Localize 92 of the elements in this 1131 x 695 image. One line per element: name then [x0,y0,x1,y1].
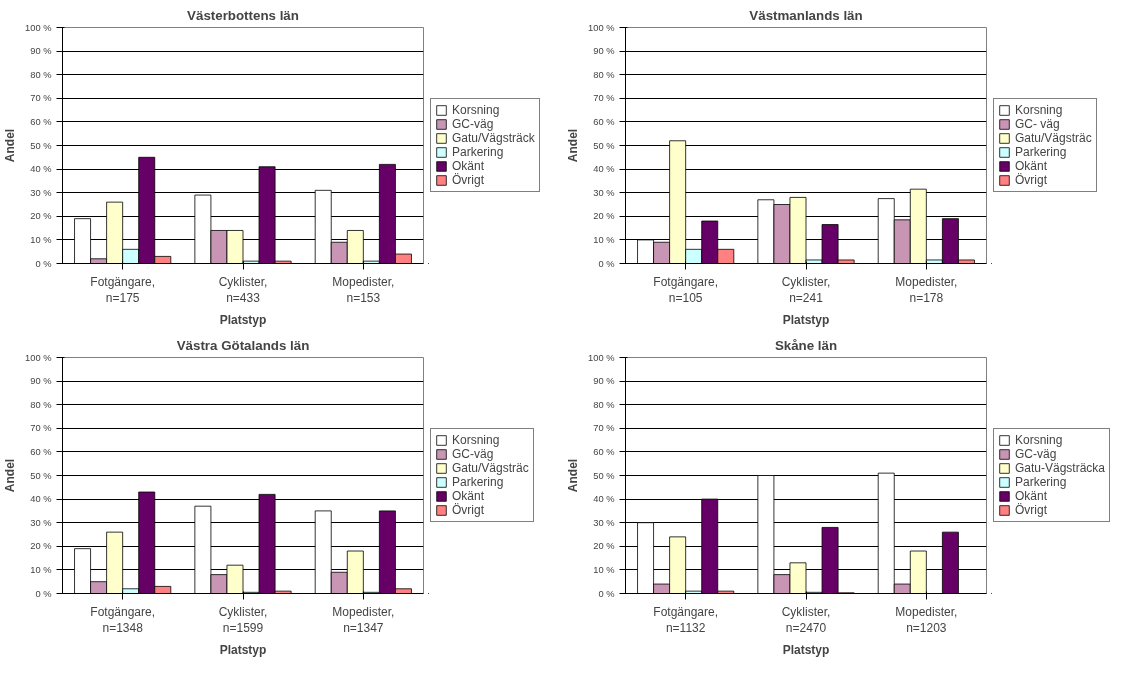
legend-label: Övrigt [1015,503,1048,517]
y-tick-label: 60 % [30,116,52,127]
legend-label: GC-väg [452,447,494,461]
legend-label: Övrigt [1015,173,1048,187]
legend-label: Okänt [452,489,485,503]
x-tick-label: Fotgängare, n=105 [653,274,719,306]
x-tick-label: Mopedister, n=178 [895,274,958,306]
y-tick-label: 90 % [30,376,52,387]
y-tick-label: 60 % [593,446,615,457]
y-tick-label: 100 % [25,22,52,33]
y-tick-label: 90 % [30,46,52,57]
legend-label: Okänt [1015,489,1048,503]
y-tick-label: 50 % [30,140,52,151]
y-tick-label: 0 % [598,588,615,599]
legend-label: Gatu/Vägsträc [1015,131,1092,145]
y-tick-label: 80 % [30,69,52,80]
y-tick-label: 100 % [588,352,615,363]
y-tick-label: 70 % [593,423,615,434]
y-tick-label: 30 % [30,517,52,528]
y-tick-label: 0 % [35,258,52,269]
x-tick-label: Fotgängare, n=175 [90,274,156,306]
y-tick-label: 20 % [30,211,52,222]
legend-label: Gatu-Vägsträcka [1015,461,1106,475]
legend-label: GC- väg [1015,117,1060,131]
legend-label: Korsning [1015,433,1063,447]
y-tick-label: 80 % [30,399,52,410]
legend-label: GC-väg [452,117,494,131]
y-tick-label: 40 % [30,494,52,505]
y-tick-label: 80 % [593,69,615,80]
y-tick-label: 20 % [593,211,615,222]
y-tick-label: 30 % [593,187,615,198]
y-tick-label: 50 % [30,470,52,481]
legend-label: Gatu/Vägsträck [452,131,535,145]
x-tick-label: Cyklister, n=241 [781,274,831,306]
x-axis-title: Platstyp [782,643,830,658]
y-tick-label: 20 % [593,541,615,552]
y-tick-label: 20 % [30,541,52,552]
y-tick-label: 50 % [593,140,615,151]
chart-title: Västmanlands län [749,7,863,23]
legend-label: Gatu/Vägsträc [452,461,529,475]
x-tick-label: Mopedister, n=153 [332,274,395,306]
legend-label: Övrigt [452,503,485,517]
y-axis-title: Andel [3,458,18,493]
y-tick-label: 40 % [593,164,615,175]
y-tick-label: 100 % [25,352,52,363]
legend-label: Korsning [452,433,500,447]
legend-label: Okänt [1015,159,1048,173]
y-tick-label: 70 % [593,93,615,104]
y-tick-label: 10 % [30,234,52,245]
chart-title: Skåne län [774,337,838,353]
y-tick-label: 60 % [593,116,615,127]
y-tick-label: 40 % [593,494,615,505]
y-tick-label: 0 % [598,258,615,269]
y-tick-label: 10 % [593,234,615,245]
x-tick-label: Mopedister, n=1347 [332,604,395,636]
y-tick-label: 90 % [593,376,615,387]
legend-label: Övrigt [452,173,485,187]
y-tick-label: 60 % [30,446,52,457]
x-tick-label: Cyklister, n=1599 [218,604,268,636]
x-tick-label: Mopedister, n=1203 [895,604,958,636]
chart-title: Västra Götalands län [176,337,310,353]
y-tick-label: 10 % [30,564,52,575]
y-tick-label: 50 % [593,470,615,481]
y-tick-label: 10 % [593,564,615,575]
x-tick-label: Cyklister, n=2470 [781,604,831,636]
y-tick-label: 0 % [35,588,52,599]
y-tick-label: 30 % [30,187,52,198]
legend-label: Korsning [452,103,500,117]
chart-title: Västerbottens län [187,7,299,23]
y-axis-title: Andel [3,128,18,163]
y-axis-title: Andel [566,458,581,493]
x-axis-title: Platstyp [782,313,830,328]
y-tick-label: 70 % [30,423,52,434]
x-axis-title: Platstyp [219,313,267,328]
y-axis-title: Andel [566,128,581,163]
x-axis-title: Platstyp [219,643,267,658]
legend-label: Parkering [452,145,504,159]
legend-label: Korsning [1015,103,1063,117]
y-tick-label: 100 % [588,22,615,33]
x-tick-label: Cyklister, n=433 [218,274,268,306]
legend-label: Okänt [452,159,485,173]
legend-label: Parkering [1015,475,1067,489]
legend-label: GC-väg [1015,447,1057,461]
x-tick-label: Fotgängare, n=1132 [653,604,719,636]
y-tick-label: 70 % [30,93,52,104]
y-tick-label: 30 % [593,517,615,528]
legend-label: Parkering [1015,145,1067,159]
y-tick-label: 40 % [30,164,52,175]
x-tick-label: Fotgängare, n=1348 [90,604,156,636]
y-tick-label: 90 % [593,46,615,57]
y-tick-label: 80 % [593,399,615,410]
legend-label: Parkering [452,475,504,489]
